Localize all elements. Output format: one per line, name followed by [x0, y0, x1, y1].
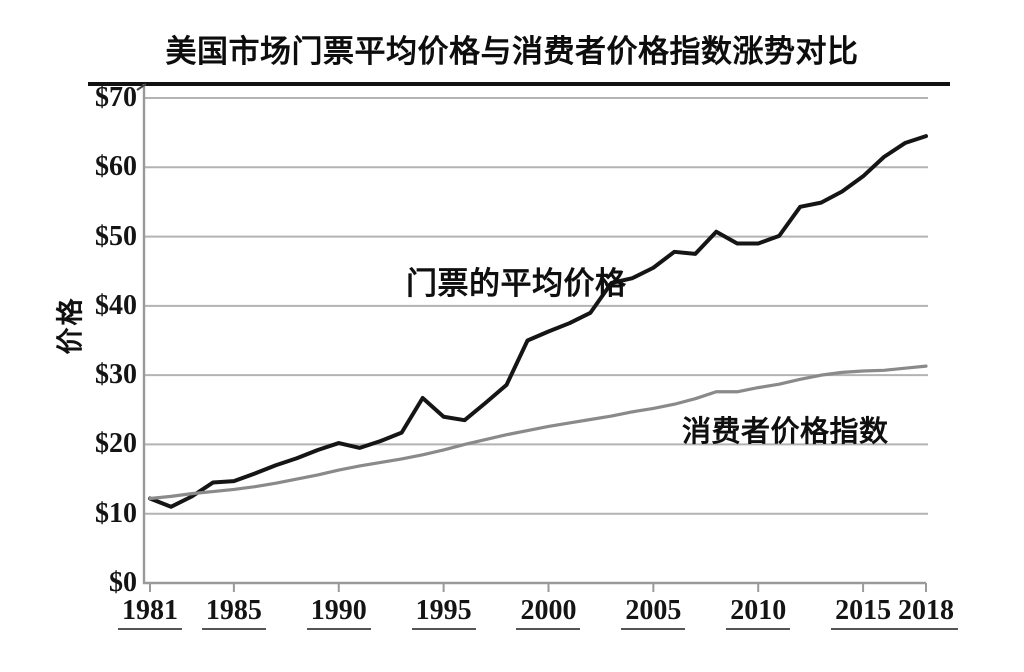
ticket-price-line [148, 134, 928, 509]
chart-title: 美国市场门票平均价格与消费者价格指数涨势对比 [165, 34, 859, 69]
x-tick-label-text: 1981 [118, 596, 182, 630]
y-tick-label: $70 [95, 82, 137, 113]
y-tick-label: $40 [95, 289, 137, 321]
x-tick-label-text: 2015 [831, 596, 896, 630]
x-tick-label: 2005 [598, 596, 708, 630]
x-tick-label-text: 2018 [894, 596, 958, 630]
x-tick-label: 2010 [703, 596, 813, 630]
series-label-ticket-price: 门票的平均价格 [406, 266, 627, 301]
x-tick-label: 2015 [808, 596, 918, 630]
x-tick-label: 2018 [871, 596, 981, 630]
x-tick-label-text: 2010 [726, 596, 791, 630]
y-tick-label: $50 [95, 220, 137, 252]
x-tick-label: 1990 [284, 596, 394, 630]
x-tick-label-text: 1995 [411, 596, 476, 630]
series-label-cpi: 消费者价格指数 [682, 416, 889, 448]
y-tick-label: $20 [95, 428, 137, 460]
y-tick-label: $30 [95, 359, 137, 391]
y-axis-top-tick [136, 83, 147, 91]
y-tick-label: $0 [109, 567, 137, 598]
x-tick-label: 1995 [389, 596, 499, 630]
x-tick-label-text: 2000 [516, 596, 581, 630]
x-tick-label: 1985 [179, 596, 289, 630]
y-tick-label: $10 [95, 497, 137, 529]
x-tick-label-text: 1990 [306, 596, 371, 630]
y-tick-label: $60 [95, 151, 137, 183]
x-tick-label: 1981 [95, 596, 205, 630]
x-tick-label-text: 1985 [201, 596, 266, 630]
x-tick-label-text: 2005 [621, 596, 686, 630]
x-tick-label: 2000 [493, 596, 603, 630]
cpi-line [148, 364, 928, 501]
